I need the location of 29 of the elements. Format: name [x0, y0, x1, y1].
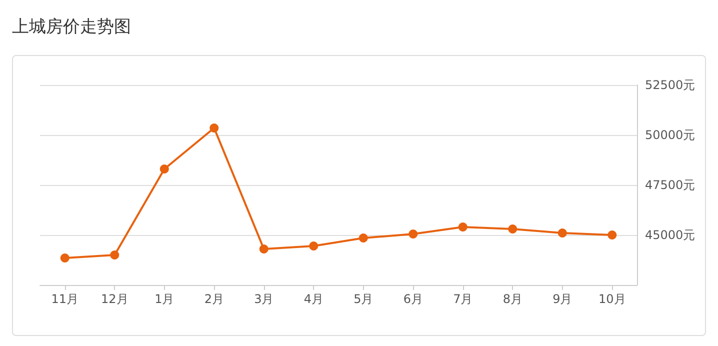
- x-tick-label: 6月: [403, 292, 423, 306]
- point: [309, 242, 318, 250]
- x-tick-label: 1月: [154, 292, 174, 306]
- point: [160, 164, 169, 174]
- x-tick-label: 10月: [598, 292, 626, 306]
- point: [110, 250, 120, 260]
- point: [608, 230, 617, 240]
- point: [558, 228, 567, 238]
- y-tick-label: 50000元: [645, 128, 696, 142]
- point: [259, 244, 268, 254]
- x-tick-label: 4月: [304, 292, 324, 306]
- x-tick-label: 9月: [552, 292, 572, 306]
- point: [508, 224, 518, 234]
- y-tick-label: 47500元: [645, 178, 696, 192]
- x-tick-label: 3月: [254, 292, 274, 306]
- point: [60, 254, 70, 262]
- point: [358, 234, 368, 242]
- point: [408, 230, 418, 238]
- x-tick-label: 8月: [502, 292, 522, 306]
- x-tick-label: 5月: [354, 292, 374, 306]
- y-tick-label: 52500元: [645, 78, 696, 92]
- x-tick-label: 12月: [100, 292, 128, 306]
- point: [458, 222, 468, 232]
- x-tick-label: 2月: [204, 292, 224, 306]
- point: [210, 124, 219, 132]
- y-tick-label: 45000元: [645, 228, 696, 242]
- x-tick-label: 11月: [51, 292, 79, 306]
- x-tick-label: 7月: [453, 292, 473, 306]
- chart-title: 上城房价走势图: [12, 16, 131, 38]
